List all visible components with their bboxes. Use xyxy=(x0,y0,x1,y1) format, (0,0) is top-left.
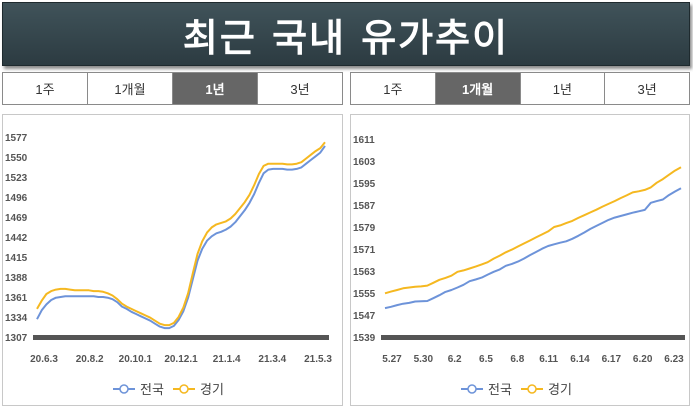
left-price-chart: 1577 1550 1523 1496 1469 1442 1415 1388 1361 1334… xyxy=(5,133,332,397)
right-tab-1year[interactable]: 1년 xyxy=(521,73,606,104)
left-chart-panel: 1577 1550 1523 1496 1469 1442 1415 1388 1361 1334… xyxy=(2,114,343,406)
x-tick-label: 6.11 xyxy=(539,354,558,365)
y-tick-label: 1415 xyxy=(5,253,28,264)
x-tick-label: 6.14 xyxy=(570,354,590,365)
x-tick-label: 6.5 xyxy=(479,354,493,365)
x-tick-label: 5.30 xyxy=(414,354,434,365)
x-tick-label: 20.12.1 xyxy=(164,354,198,365)
right-period-tabs: 1주 1개월 1년 3년 xyxy=(350,72,690,105)
x-tick-label: 20.8.2 xyxy=(76,354,104,365)
right-price-chart: 1611 1603 1595 1587 1579 1571 1563 1555 1547 1539… xyxy=(353,135,685,397)
x-tick-label: 6.8 xyxy=(510,354,524,365)
y-tick-label: 1563 xyxy=(353,267,376,278)
y-tick-label: 1595 xyxy=(353,179,376,190)
y-tick-label: 1587 xyxy=(353,201,376,212)
left-tab-3year[interactable]: 3년 xyxy=(290,82,310,97)
legend-marker-gyeonggi xyxy=(179,384,189,394)
x-tick-label: 21.5.3 xyxy=(304,354,332,365)
left-tab-1month[interactable]: 1개월 xyxy=(88,73,173,104)
series-line-national xyxy=(36,145,326,330)
left-period-tabs: 1주 1개월 1년 3년 xyxy=(2,72,343,105)
x-tick-label: 20.10.1 xyxy=(119,354,153,365)
y-tick-label: 1388 xyxy=(5,273,28,284)
y-tick-label: 1603 xyxy=(353,157,376,168)
y-tick-label: 1442 xyxy=(5,233,28,244)
y-tick-label: 1579 xyxy=(353,223,376,234)
x-tick-label: 20.6.3 xyxy=(30,354,58,365)
legend-label-national: 전국 xyxy=(140,382,164,397)
x-tick-label: 6.17 xyxy=(602,354,622,365)
x-tick-label: 5.27 xyxy=(382,354,402,365)
y-tick-label: 1555 xyxy=(353,289,376,300)
x-axis-bar xyxy=(33,335,329,340)
y-tick-label: 1539 xyxy=(353,333,376,344)
series-line-national xyxy=(384,187,682,310)
left-tab-1week[interactable]: 1주 xyxy=(3,73,88,104)
legend-label-gyeonggi: 경기 xyxy=(200,382,224,397)
y-tick-label: 1469 xyxy=(5,213,28,224)
y-tick-label: 1361 xyxy=(5,293,28,304)
chart-legend: 전국 경기 xyxy=(461,382,572,397)
legend-marker-national xyxy=(119,384,129,394)
left-tab-1year[interactable]: 1년 xyxy=(173,73,258,104)
x-axis-bar xyxy=(381,335,685,340)
legend-marker-national xyxy=(467,384,477,394)
legend-label-national: 전국 xyxy=(488,382,512,397)
legend-label-gyeonggi: 경기 xyxy=(548,382,572,397)
right-tab-1week[interactable]: 1주 xyxy=(351,73,436,104)
title-banner: 최근 국내 유가추이 xyxy=(2,2,690,66)
series-line-gyeonggi xyxy=(36,141,326,327)
y-tick-label: 1550 xyxy=(5,153,28,164)
y-tick-label: 1547 xyxy=(353,311,376,322)
right-tab-3year[interactable]: 3년 xyxy=(637,82,657,97)
x-tick-label: 6.23 xyxy=(664,354,684,365)
y-tick-label: 1334 xyxy=(5,313,28,324)
x-tick-label: 6.20 xyxy=(633,354,653,365)
x-tick-label: 21.3.4 xyxy=(258,354,286,365)
right-chart-panel: 1611 1603 1595 1587 1579 1571 1563 1555 1547 1539… xyxy=(350,114,690,406)
right-tab-1month[interactable]: 1개월 xyxy=(435,73,521,104)
y-tick-label: 1523 xyxy=(5,173,28,184)
x-tick-label: 21.1.4 xyxy=(213,354,241,365)
page-title: 최근 국내 유가추이 xyxy=(182,15,510,60)
y-tick-label: 1577 xyxy=(5,133,28,144)
legend-marker-gyeonggi xyxy=(527,384,537,394)
chart-legend: 전국 경기 xyxy=(113,382,224,397)
y-tick-label: 1496 xyxy=(5,193,28,204)
y-tick-label: 1307 xyxy=(5,333,28,344)
y-tick-label: 1571 xyxy=(353,245,376,256)
x-tick-label: 6.2 xyxy=(448,354,462,365)
series-line-gyeonggi xyxy=(384,166,682,295)
y-tick-label: 1611 xyxy=(353,135,375,146)
